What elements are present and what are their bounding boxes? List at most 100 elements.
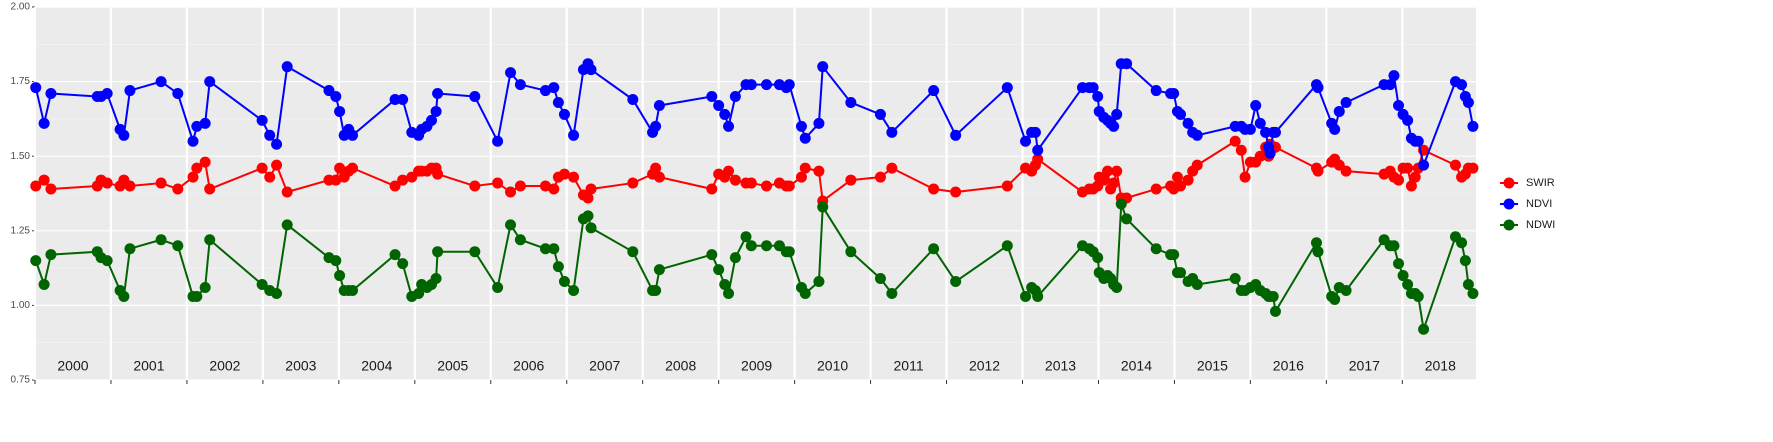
legend: SWIR NDVI NDWI [1500,177,1555,231]
data-point [430,105,442,117]
data-point [1260,126,1272,138]
x-tick-label: 2004 [361,358,392,374]
x-tick-label: 2010 [817,358,848,374]
x-tick-label: 2001 [133,358,164,374]
data-point [199,281,211,293]
data-point [817,201,829,213]
data-point [1254,150,1266,162]
data-point [1409,171,1421,183]
legend-swatch [1503,198,1515,210]
data-point [928,85,940,97]
data-point [256,279,268,291]
data-point [124,180,136,192]
data-point [432,88,444,100]
data-point [347,129,359,141]
data-point [723,120,735,132]
data-point [256,162,268,174]
legend-label: NDWI [1526,219,1555,231]
data-point [585,64,597,76]
data-point [585,222,597,234]
data-point [330,174,342,186]
data-point [204,76,216,88]
x-tick-label: 2002 [209,358,240,374]
data-point [719,108,731,120]
data-point [1229,273,1241,285]
y-tick-label: 1.50 [11,151,31,162]
x-tick-label: 2018 [1425,358,1456,374]
data-point [1412,290,1424,302]
data-point [1191,159,1203,171]
data-point [469,180,481,192]
data-point [1191,129,1203,141]
data-point [761,79,773,91]
data-point [1267,290,1279,302]
data-point [745,177,757,189]
data-point [124,85,136,97]
data-point [264,129,276,141]
data-point [845,96,857,108]
y-tick-label: 0.75 [11,375,31,386]
data-point [492,177,504,189]
data-point [389,249,401,261]
data-point [1449,159,1461,171]
y-tick-label: 1.75 [11,76,31,87]
data-point [558,276,570,288]
data-point [723,287,735,299]
x-tick-label: 2008 [665,358,696,374]
data-point [45,249,57,261]
data-point [505,67,517,79]
data-point [271,138,283,150]
data-point [271,287,283,299]
x-tick-label: 2007 [589,358,620,374]
data-point [330,255,342,267]
data-point [886,287,898,299]
data-point [1250,99,1262,111]
data-point [397,94,409,106]
data-point [1412,135,1424,147]
x-tick-label: 2015 [1197,358,1228,374]
data-point [650,284,662,296]
data-point [1393,258,1405,270]
data-point [1168,249,1180,261]
data-point [1333,105,1345,117]
data-point [199,117,211,129]
data-point [539,243,551,255]
data-point [650,162,662,174]
x-tick-label: 2005 [437,358,468,374]
x-tick-label: 2006 [513,358,544,374]
data-point [432,246,444,258]
x-tick-label: 2012 [969,358,1000,374]
data-point [514,234,526,246]
data-point [706,91,718,103]
data-point [191,120,203,132]
series [30,135,1479,207]
data-point [740,231,752,243]
data-point [1001,180,1013,192]
y-tick-label: 2.00 [11,2,31,13]
data-point [845,246,857,258]
data-point [1340,284,1352,296]
data-point [204,234,216,246]
data-point [172,183,184,195]
data-point [817,61,829,73]
data-point [389,180,401,192]
y-tick-label: 1.25 [11,225,31,236]
data-point [397,174,409,186]
data-point [30,255,42,267]
data-point [1418,323,1430,335]
x-tick-label: 2014 [1121,358,1152,374]
data-point [492,281,504,293]
data-point [101,88,113,100]
data-point [585,183,597,195]
data-point [783,79,795,91]
data-point [347,162,359,174]
data-point [729,91,741,103]
data-point [713,264,725,276]
data-point [1467,120,1479,132]
data-point [1456,79,1468,91]
data-point [1092,91,1104,103]
data-point [334,105,346,117]
data-point [1171,171,1183,183]
